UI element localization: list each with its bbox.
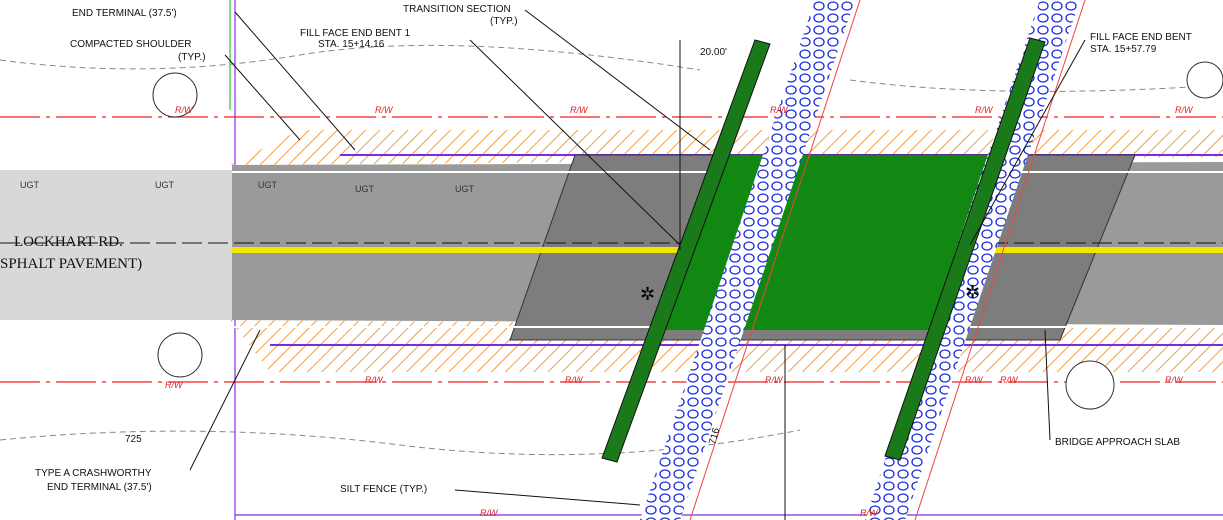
rw-label: R/W [975,105,994,115]
contour: 716 [707,426,722,445]
ugt-label: UGT [20,180,40,190]
rw-label: R/W [1000,375,1019,385]
rw-label: R/W [965,375,984,385]
leaders [189,9,1086,520]
roadway [0,154,1223,341]
bridge-deck: ✲ ✲ [601,0,1086,520]
ugt-labels: UGT UGT UGT UGT UGT [20,180,475,194]
rw-label: R/W [1175,105,1194,115]
svg-text:✲: ✲ [640,284,655,304]
label: END TERMINAL (37.5') [47,482,152,493]
label: TYPE A CRASHWORTHY [35,468,152,479]
label: STA. 15+57.79 [1090,44,1157,55]
labels: END TERMINAL (37.5') COMPACTED SHOULDER … [0,4,1192,495]
rw-label: R/W [165,380,184,390]
label: 20.00' [700,47,727,58]
rw-label: R/W [770,105,789,115]
rw-label: R/W [860,508,879,518]
label: TRANSITION SECTION [403,4,511,15]
label: BRIDGE APPROACH SLAB [1055,437,1180,448]
label: FILL FACE END BENT [1090,32,1192,43]
svg-text:✲: ✲ [965,282,980,302]
rw-label: R/W [570,105,589,115]
road-name: SPHALT PAVEMENT) [0,256,142,272]
rw-label: R/W [375,105,394,115]
rw-label: R/W [480,508,499,518]
rw-label: R/W [1165,375,1184,385]
ugt-label: UGT [355,184,375,194]
label: (TYP.) [490,16,518,27]
label: END TERMINAL (37.5') [72,8,177,19]
label: FILL FACE END BENT 1 [300,28,410,39]
label: STA. 15+14.16 [318,39,385,50]
rw-label: R/W [365,375,384,385]
label: SILT FENCE (TYP.) [340,484,427,495]
rw-label: R/W [765,375,784,385]
trees [152,61,1223,410]
road-name: LOCKHART RD. [14,234,123,250]
rw-label: R/W [565,375,584,385]
rw-labels: R/W R/W R/W R/W R/W R/W R/W R/W R/W R/W R/W R/W R/W R… [165,105,1194,518]
ugt-label: UGT [258,180,278,190]
ugt-label: UGT [155,180,175,190]
ugt-label: UGT [455,184,475,194]
label: (TYP.) [178,52,206,63]
label: COMPACTED SHOULDER [70,39,192,50]
rw-label: R/W [175,105,194,115]
contour: 725 [125,434,142,445]
